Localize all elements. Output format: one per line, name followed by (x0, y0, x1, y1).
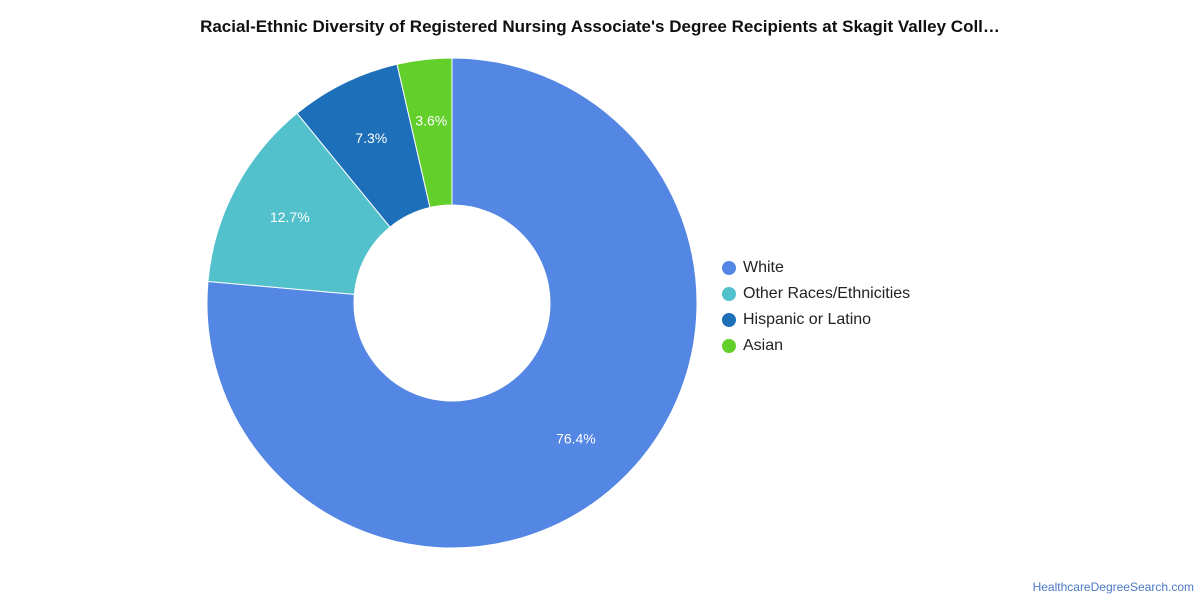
legend-swatch (722, 261, 736, 275)
legend-swatch (722, 287, 736, 301)
legend-label: Hispanic or Latino (743, 311, 872, 328)
legend-item[interactable]: Asian (722, 333, 910, 359)
slice-label: 76.4% (556, 430, 596, 446)
chart-title: Racial-Ethnic Diversity of Registered Nu… (200, 17, 1000, 36)
slice-asian[interactable] (396, 57, 453, 209)
slice-label: 7.3% (355, 130, 387, 146)
slice-other-races-ethnicities[interactable] (207, 112, 391, 295)
slice-white[interactable] (206, 57, 698, 549)
legend-label: Other Races/Ethnicities (743, 285, 911, 302)
legend-label: Asian (743, 337, 784, 354)
source-credit[interactable]: HealthcareDegreeSearch.com (1032, 580, 1194, 594)
legend-item[interactable]: White (722, 255, 910, 281)
legend-item[interactable]: Hispanic or Latino (722, 307, 910, 333)
legend-item[interactable]: Other Races/Ethnicities (722, 281, 910, 307)
legend-label: White (743, 259, 784, 276)
legend-swatch (722, 313, 736, 327)
slice-label: 12.7% (270, 209, 310, 225)
chart-legend: White Other Races/Ethnicities Hispanic or … (722, 255, 910, 359)
legend-swatch (722, 339, 736, 353)
slice-label: 3.6% (415, 113, 447, 129)
